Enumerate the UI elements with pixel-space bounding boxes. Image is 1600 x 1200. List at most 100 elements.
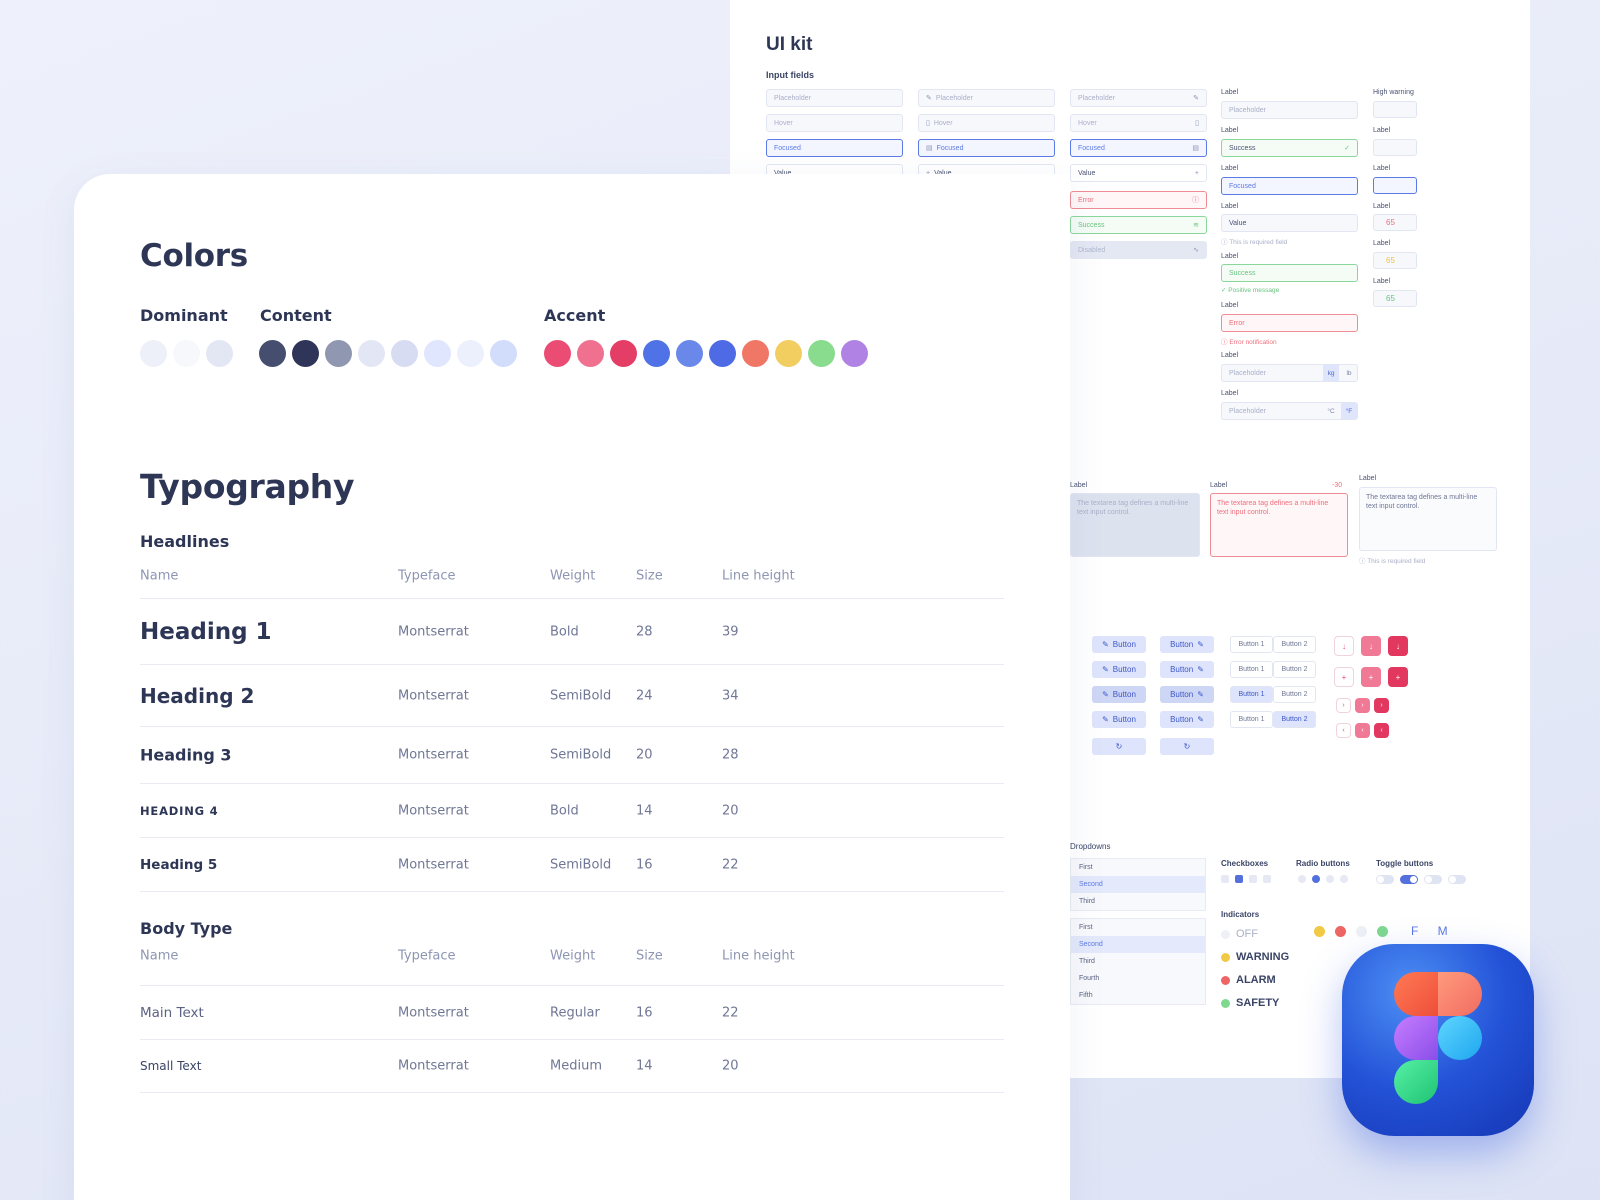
arrow-down-icon[interactable]: ↓ [1334, 636, 1354, 656]
typeface-cell: Montserrat [398, 624, 469, 639]
chevron-left-icon[interactable]: ‹ [1355, 723, 1370, 738]
plus-icon[interactable]: + [1361, 667, 1381, 687]
field-label: Label [1373, 127, 1391, 134]
checkbox[interactable] [1221, 875, 1229, 883]
input-icon-focused[interactable]: ▤ Focused [918, 139, 1055, 157]
button-loading[interactable]: ↻ [1092, 738, 1146, 755]
group-button-1[interactable]: Button 1 [1230, 711, 1273, 728]
table-row: Small Text Montserrat Medium 14 20 [140, 1040, 1004, 1093]
number-input-focused[interactable] [1373, 177, 1417, 194]
dropdown-item[interactable]: Third [1079, 958, 1095, 965]
accent-swatch [610, 340, 637, 367]
textarea-error[interactable]: The textarea tag defines a multi-line te… [1210, 493, 1348, 557]
chevron-right-icon[interactable]: › [1355, 698, 1370, 713]
unit-fahrenheit[interactable]: °F [1341, 403, 1357, 419]
dropdown-item[interactable]: Third [1079, 898, 1095, 905]
radio-selected[interactable] [1312, 875, 1320, 883]
alert-icon: ⓘ [1192, 197, 1199, 204]
dropdown-list[interactable]: First Second Third [1070, 858, 1206, 911]
checkbox-checked[interactable] [1235, 875, 1243, 883]
group-button-1[interactable]: Button 1 [1230, 661, 1273, 678]
colors-title: Colors [140, 238, 248, 274]
number-input-alarm[interactable]: 65 [1373, 214, 1417, 231]
plus-icon[interactable]: + [1388, 667, 1408, 687]
button-pencil[interactable]: ✎ Button [1092, 636, 1146, 653]
accent-swatch [709, 340, 736, 367]
accent-label: Accent [544, 306, 606, 325]
button-trailing-pencil[interactable]: Button ✎ [1160, 711, 1214, 728]
input-icon-hover[interactable]: ▯ Hover [918, 114, 1055, 132]
unit-input-temp[interactable]: Placeholder [1221, 402, 1358, 420]
input-error[interactable]: Error ⓘ [1070, 191, 1207, 209]
col-line-height: Line height [722, 568, 795, 584]
positive-hint: ✓ Positive message [1221, 287, 1280, 294]
group-button-2[interactable]: Button 2 [1273, 686, 1316, 703]
button-trailing-pencil-pressed[interactable]: Button ✎ [1160, 686, 1214, 703]
input-placeholder[interactable]: Placeholder [766, 89, 903, 107]
group-button-2-selected[interactable]: Button 2 [1273, 711, 1316, 728]
dropdown-list-scroll[interactable]: First Second Third Fourth Fifth [1070, 918, 1206, 1005]
group-button-1[interactable]: Button 1 [1230, 636, 1273, 653]
arrow-down-icon[interactable]: ↓ [1388, 636, 1408, 656]
toggle[interactable] [1376, 875, 1394, 884]
line-height-cell: 34 [722, 688, 739, 703]
unit-lb[interactable]: lb [1346, 369, 1352, 377]
button-loading[interactable]: ↻ [1160, 738, 1214, 755]
radio[interactable] [1326, 875, 1334, 883]
chevron-right-icon[interactable]: › [1374, 698, 1389, 713]
radio[interactable] [1340, 875, 1348, 883]
toggle[interactable] [1448, 875, 1466, 884]
content-swatch [292, 340, 319, 367]
input-trail-hover[interactable]: Hover ▯ [1070, 114, 1207, 132]
dropdown-item[interactable]: First [1079, 864, 1093, 871]
arrow-down-icon[interactable]: ↓ [1361, 636, 1381, 656]
input-trail-value[interactable]: Value + [1070, 164, 1207, 182]
dropdown-item-selected[interactable]: Second [1071, 936, 1205, 953]
number-input-warning[interactable]: 65 [1373, 252, 1417, 269]
dropdown-item[interactable]: First [1079, 924, 1093, 931]
textarea-default[interactable]: The textarea tag defines a multi-line te… [1359, 487, 1497, 551]
group-button-2[interactable]: Button 2 [1273, 636, 1316, 653]
input-focused[interactable]: Focused [766, 139, 903, 157]
group-button-2[interactable]: Button 2 [1273, 661, 1316, 678]
dropdown-item[interactable]: Fifth [1079, 992, 1093, 999]
required-hint: ⓘ This is required field [1221, 239, 1288, 246]
input-trail-placeholder[interactable]: Placeholder ✎ [1070, 89, 1207, 107]
button-pencil[interactable]: ✎ Button [1092, 711, 1146, 728]
labeled-error[interactable]: Error [1221, 314, 1358, 332]
input-icon-placeholder[interactable]: ✎ Placeholder [918, 89, 1055, 107]
toggle[interactable] [1424, 875, 1442, 884]
labeled-value[interactable]: Value [1221, 214, 1358, 232]
checkbox[interactable] [1263, 875, 1271, 883]
heading-5-sample: Heading 5 [140, 856, 218, 873]
size-cell: 16 [636, 857, 653, 872]
dropdown-item[interactable]: Fourth [1079, 975, 1100, 982]
button-trailing-pencil[interactable]: Button ✎ [1160, 661, 1214, 678]
input-success[interactable]: Success ≋ [1070, 216, 1207, 234]
button-trailing-pencil[interactable]: Button ✎ [1160, 636, 1214, 653]
labeled-focused[interactable]: Focused [1221, 177, 1358, 195]
chevron-left-icon[interactable]: ‹ [1374, 723, 1389, 738]
accent-swatch [808, 340, 835, 367]
labeled-success[interactable]: Success ✓ [1221, 139, 1358, 157]
unit-kg[interactable]: kg [1323, 365, 1339, 381]
labeled-success-2[interactable]: Success [1221, 264, 1358, 282]
chevron-left-icon[interactable]: ‹ [1336, 723, 1351, 738]
number-input-safe[interactable]: 65 [1373, 290, 1417, 307]
dropdown-item-selected[interactable]: Second [1071, 876, 1205, 893]
unit-celsius[interactable]: °C [1327, 407, 1335, 415]
chevron-right-icon[interactable]: › [1336, 698, 1351, 713]
group-button-1-selected[interactable]: Button 1 [1230, 686, 1273, 703]
pencil-icon: ✎ [1197, 715, 1204, 724]
checkbox[interactable] [1249, 875, 1257, 883]
button-pencil-pressed[interactable]: ✎ Button [1092, 686, 1146, 703]
input-trail-focused[interactable]: Focused ▤ [1070, 139, 1207, 157]
number-input[interactable] [1373, 101, 1417, 118]
number-input[interactable] [1373, 139, 1417, 156]
radio[interactable] [1298, 875, 1306, 883]
toggle-on[interactable] [1400, 875, 1418, 884]
button-pencil[interactable]: ✎ Button [1092, 661, 1146, 678]
plus-icon[interactable]: + [1334, 667, 1354, 687]
input-hover[interactable]: Hover [766, 114, 903, 132]
labeled-placeholder[interactable]: Placeholder [1221, 101, 1358, 119]
